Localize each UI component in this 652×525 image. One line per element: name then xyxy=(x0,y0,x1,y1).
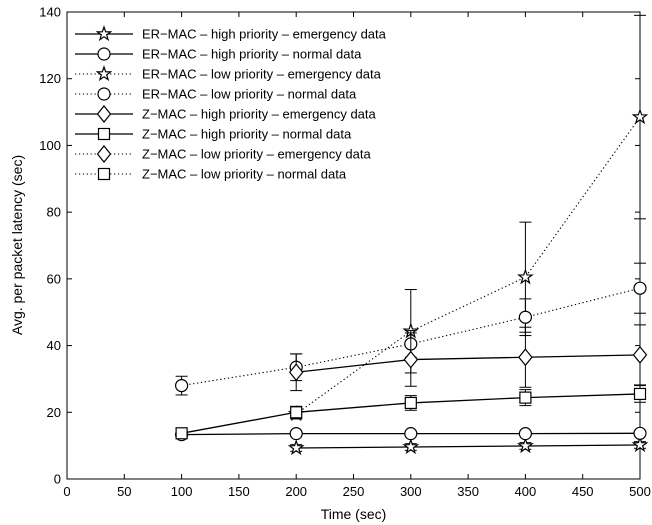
legend-marker-square xyxy=(97,167,111,181)
legend-label: ER−MAC – low priority – emergency data xyxy=(142,67,382,82)
legend-marker-star xyxy=(95,25,113,42)
y-tick-label: 80 xyxy=(47,205,61,220)
legend-marker-diamond xyxy=(96,105,112,123)
legend-item: ER−MAC – low priority – emergency data xyxy=(75,65,382,82)
x-tick-label: 150 xyxy=(228,484,250,499)
legend-marker-circle xyxy=(97,47,111,61)
legend-item: Z−MAC – low priority – emergency data xyxy=(75,145,371,163)
y-tick-label: 120 xyxy=(39,71,61,86)
data-point xyxy=(403,350,419,369)
plot-area xyxy=(66,11,641,480)
data-point xyxy=(633,426,647,440)
data-point xyxy=(290,406,303,419)
legend-label: ER−MAC – high priority – emergency data xyxy=(142,27,387,42)
series-5 xyxy=(175,385,647,440)
x-tick-label: 50 xyxy=(117,484,131,499)
y-tick-label: 60 xyxy=(47,271,61,286)
data-point xyxy=(631,436,649,453)
y-tick-label: 40 xyxy=(47,338,61,353)
legend-label: Z−MAC – high priority – normal data xyxy=(142,127,352,142)
legend-label: Z−MAC – high priority – emergency data xyxy=(142,107,377,122)
x-tick-label: 500 xyxy=(629,484,651,499)
data-point xyxy=(404,427,418,441)
data-point xyxy=(175,427,188,440)
data-point xyxy=(633,387,647,401)
series-line xyxy=(296,444,641,449)
legend-label: Z−MAC – low priority – emergency data xyxy=(142,147,371,162)
x-tick-label: 250 xyxy=(343,484,365,499)
legend-item: Z−MAC – low priority – normal data xyxy=(75,167,347,182)
series-line xyxy=(295,116,641,415)
legend-item: ER−MAC – high priority – normal data xyxy=(75,47,362,62)
y-tick-label: 140 xyxy=(39,5,61,20)
x-tick-label: 300 xyxy=(400,484,422,499)
x-tick-label: 350 xyxy=(457,484,479,499)
data-point xyxy=(519,391,532,404)
y-tick-label: 20 xyxy=(47,405,61,420)
data-point xyxy=(518,348,533,367)
legend-marker-diamond xyxy=(96,145,112,163)
legend-marker-square xyxy=(97,127,111,141)
series-2 xyxy=(287,14,649,422)
series-4 xyxy=(288,324,648,392)
legend-item: Z−MAC – high priority – emergency data xyxy=(75,105,377,123)
data-point xyxy=(518,310,533,324)
data-point xyxy=(404,396,417,410)
x-tick-label: 100 xyxy=(171,484,193,499)
x-tick-label: 450 xyxy=(572,484,594,499)
legend-marker-star xyxy=(95,65,113,82)
data-point xyxy=(631,108,649,125)
data-point xyxy=(288,363,304,382)
data-point xyxy=(289,427,303,441)
data-point xyxy=(633,281,647,295)
series-line xyxy=(181,287,641,387)
y-axis-label: Avg. per packet latency (sec) xyxy=(9,155,25,335)
legend-marker-circle xyxy=(97,87,111,101)
x-axis-label: Time (sec) xyxy=(321,506,387,522)
data-point xyxy=(518,427,533,441)
data-point xyxy=(287,439,305,456)
series-line xyxy=(296,354,641,373)
legend-label: ER−MAC – high priority – normal data xyxy=(142,47,362,62)
x-tick-label: 200 xyxy=(285,484,307,499)
y-tick-label: 0 xyxy=(54,472,61,487)
legend-item: Z−MAC – high priority – normal data xyxy=(75,127,352,142)
legend-item: ER−MAC – low priority – normal data xyxy=(75,87,357,102)
y-tick-label: 100 xyxy=(39,138,61,153)
x-tick-label: 400 xyxy=(515,484,537,499)
data-point xyxy=(516,268,534,285)
data-point xyxy=(175,379,189,393)
data-point xyxy=(402,438,420,455)
legend-label: ER−MAC – low priority – normal data xyxy=(142,87,357,102)
legend-label: Z−MAC – low priority – normal data xyxy=(142,167,347,182)
data-point xyxy=(632,345,648,364)
x-tick-label: 0 xyxy=(63,484,70,499)
series-1 xyxy=(175,426,647,442)
series-0 xyxy=(287,436,649,456)
legend-item: ER−MAC – high priority – emergency data xyxy=(75,25,387,42)
data-point xyxy=(516,437,534,454)
